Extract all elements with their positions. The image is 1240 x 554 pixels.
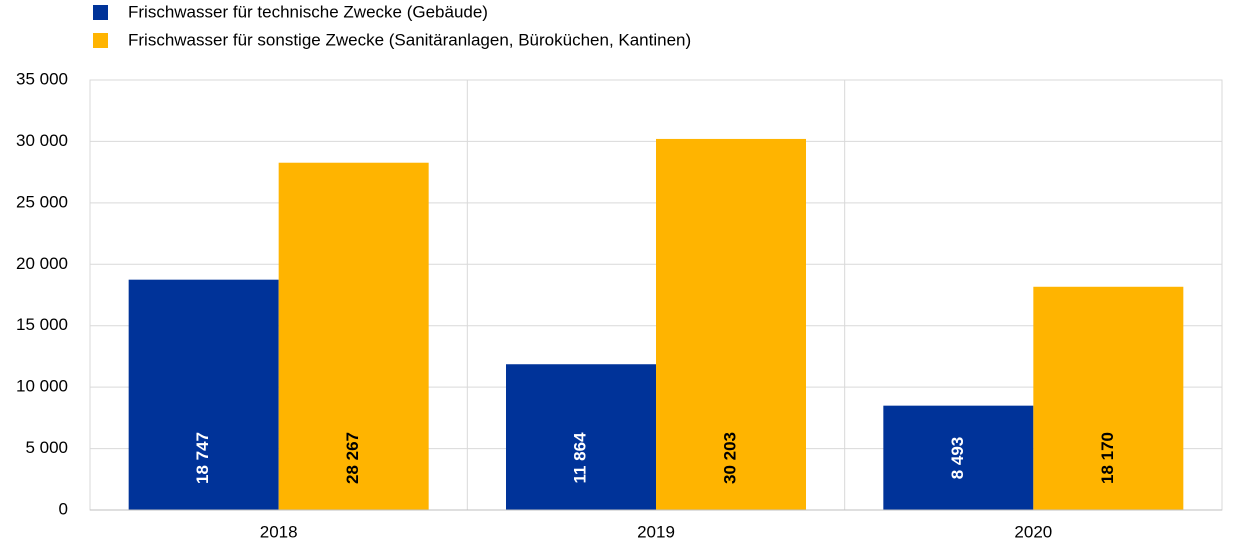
value-label: 18 747 xyxy=(193,432,212,484)
bar xyxy=(656,138,806,510)
value-label: 18 170 xyxy=(1098,432,1117,484)
y-tick-label: 20 000 xyxy=(16,254,68,273)
y-tick-label: 25 000 xyxy=(16,192,68,211)
y-tick-label: 5 000 xyxy=(25,438,68,457)
bar xyxy=(883,405,1034,510)
y-tick-label: 10 000 xyxy=(16,377,68,396)
y-tick-label: 0 xyxy=(59,499,68,518)
x-tick-label: 2020 xyxy=(1014,522,1052,541)
x-tick-label: 2019 xyxy=(637,522,675,541)
legend-label: Frischwasser für sonstige Zwecke (Sanitä… xyxy=(128,30,691,49)
bar xyxy=(1033,286,1184,510)
value-label: 11 864 xyxy=(570,432,589,484)
value-label: 30 203 xyxy=(720,432,739,484)
y-tick-label: 15 000 xyxy=(16,315,68,334)
legend-swatch xyxy=(93,5,108,20)
bar xyxy=(278,162,429,510)
legend-swatch xyxy=(93,33,108,48)
bar xyxy=(506,364,656,510)
y-tick-label: 35 000 xyxy=(16,69,68,88)
value-label: 8 493 xyxy=(948,437,967,480)
legend-label: Frischwasser für technische Zwecke (Gebä… xyxy=(128,2,488,21)
bar xyxy=(128,279,279,510)
value-label: 28 267 xyxy=(343,432,362,484)
x-tick-label: 2018 xyxy=(260,522,298,541)
y-tick-label: 30 000 xyxy=(16,131,68,150)
